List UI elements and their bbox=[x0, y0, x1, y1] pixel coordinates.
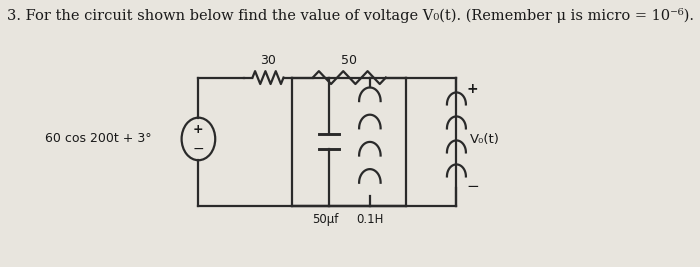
Text: V₀(t): V₀(t) bbox=[470, 134, 500, 146]
Text: 50: 50 bbox=[342, 54, 357, 67]
Text: 30: 30 bbox=[260, 54, 276, 67]
Text: 0.1H: 0.1H bbox=[356, 213, 384, 226]
Text: −: − bbox=[193, 142, 204, 156]
Text: −: − bbox=[467, 179, 480, 194]
Text: +: + bbox=[467, 83, 478, 96]
Text: +: + bbox=[193, 123, 204, 136]
Text: 60 cos 200t + 3°: 60 cos 200t + 3° bbox=[45, 132, 151, 146]
Text: 3. For the circuit shown below find the value of voltage V₀(t). (Remember μ is m: 3. For the circuit shown below find the … bbox=[7, 8, 694, 23]
Text: 50μf: 50μf bbox=[312, 213, 338, 226]
